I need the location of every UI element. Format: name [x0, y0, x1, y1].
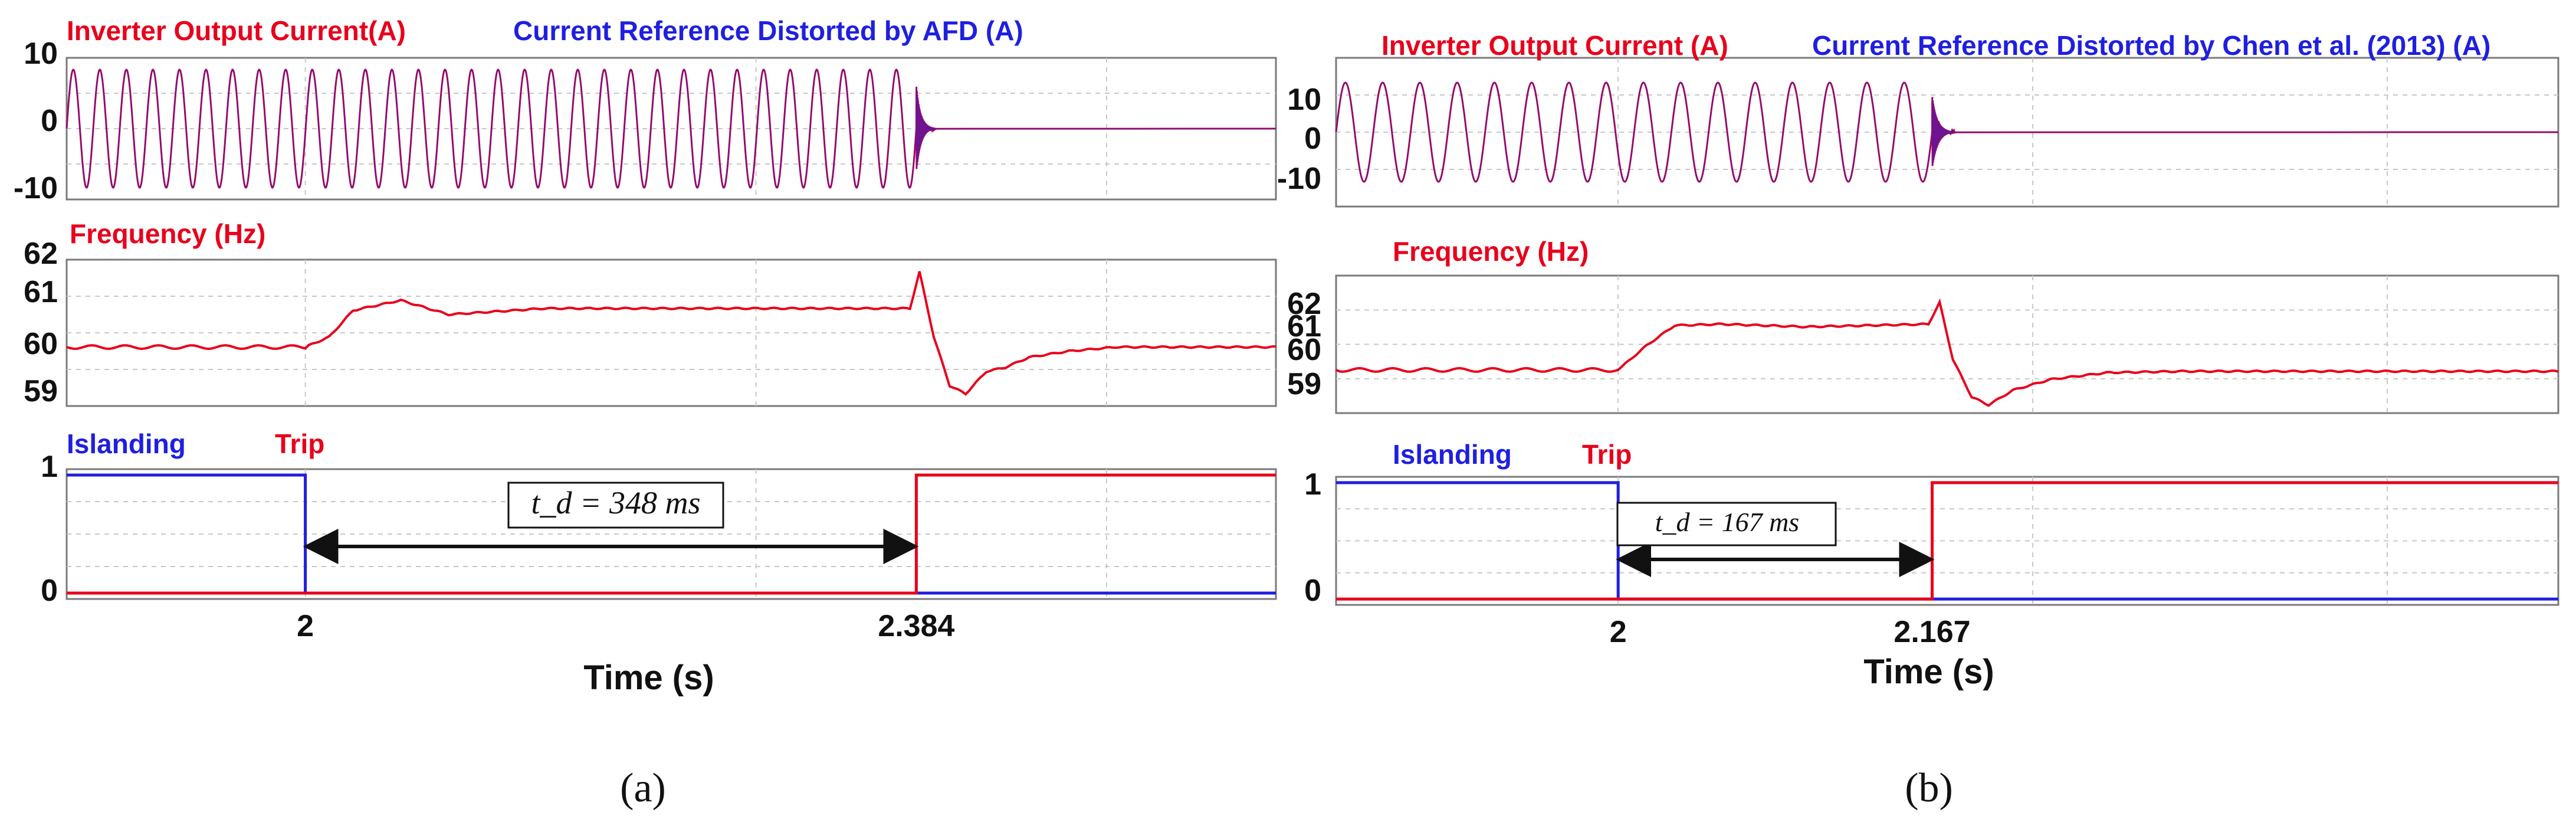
- y-tick-label: 0: [1304, 122, 1321, 156]
- y-tick-label: 62: [1287, 287, 1321, 321]
- annotation-box: [507, 482, 724, 529]
- x-tick-label: 2: [1610, 615, 1627, 649]
- y-tick-label: 0: [1304, 574, 1321, 608]
- series-label: Islanding: [67, 428, 186, 459]
- x-tick-label: 2.384: [878, 609, 954, 643]
- y-tick-label: 60: [24, 327, 58, 361]
- frequency-trace: [1335, 298, 2559, 407]
- x-axis-title: Time (s): [583, 659, 714, 697]
- detection-time-label: t_d = 167 ms: [1655, 507, 1799, 537]
- trip-trace: [1336, 481, 2558, 601]
- y-tick-label: 1: [1304, 467, 1321, 502]
- series-label: Current Reference Distorted by Chen et a…: [1812, 30, 2490, 61]
- annotation-box: [1616, 502, 1837, 546]
- y-tick-label: -10: [1277, 162, 1321, 196]
- series-label: Inverter Output Current(A): [67, 15, 406, 46]
- series-label: Frequency (Hz): [70, 218, 265, 249]
- series-label: Trip: [1582, 439, 1632, 470]
- y-tick-label: 10: [1287, 83, 1321, 117]
- plot-frame-1-2: [1335, 476, 2559, 606]
- series-label: Current Reference Distorted by AFD (A): [513, 15, 1023, 46]
- y-tick-label: 61: [1287, 309, 1321, 343]
- series-label: Trip: [275, 428, 324, 459]
- y-tick-label: 0: [41, 104, 58, 138]
- x-tick-label: 2.167: [1894, 615, 1970, 649]
- frequency-trace: [66, 271, 1276, 396]
- y-tick-label: 59: [1287, 367, 1321, 401]
- y-tick-label: 1: [41, 450, 58, 484]
- y-tick-label: 10: [24, 37, 58, 71]
- y-tick-label: -10: [14, 171, 58, 205]
- y-tick-label: 62: [24, 237, 58, 271]
- series-label: Frequency (Hz): [1393, 236, 1589, 267]
- x-axis-title: Time (s): [1863, 653, 1994, 691]
- y-tick-label: 60: [1287, 333, 1321, 367]
- current-trace-reference: [66, 68, 1276, 189]
- y-tick-label: 59: [24, 374, 58, 408]
- panel-label: (a): [620, 765, 666, 811]
- series-label: Islanding: [1393, 439, 1512, 470]
- series-label: Inverter Output Current (A): [1381, 30, 1728, 61]
- panel-label: (b): [1905, 765, 1953, 811]
- y-tick-label: 0: [41, 574, 58, 608]
- y-tick-label: 61: [24, 275, 58, 309]
- x-tick-label: 2: [297, 609, 314, 643]
- current-trace-reference: [1335, 82, 2559, 182]
- detection-time-label: t_d = 348 ms: [531, 485, 701, 520]
